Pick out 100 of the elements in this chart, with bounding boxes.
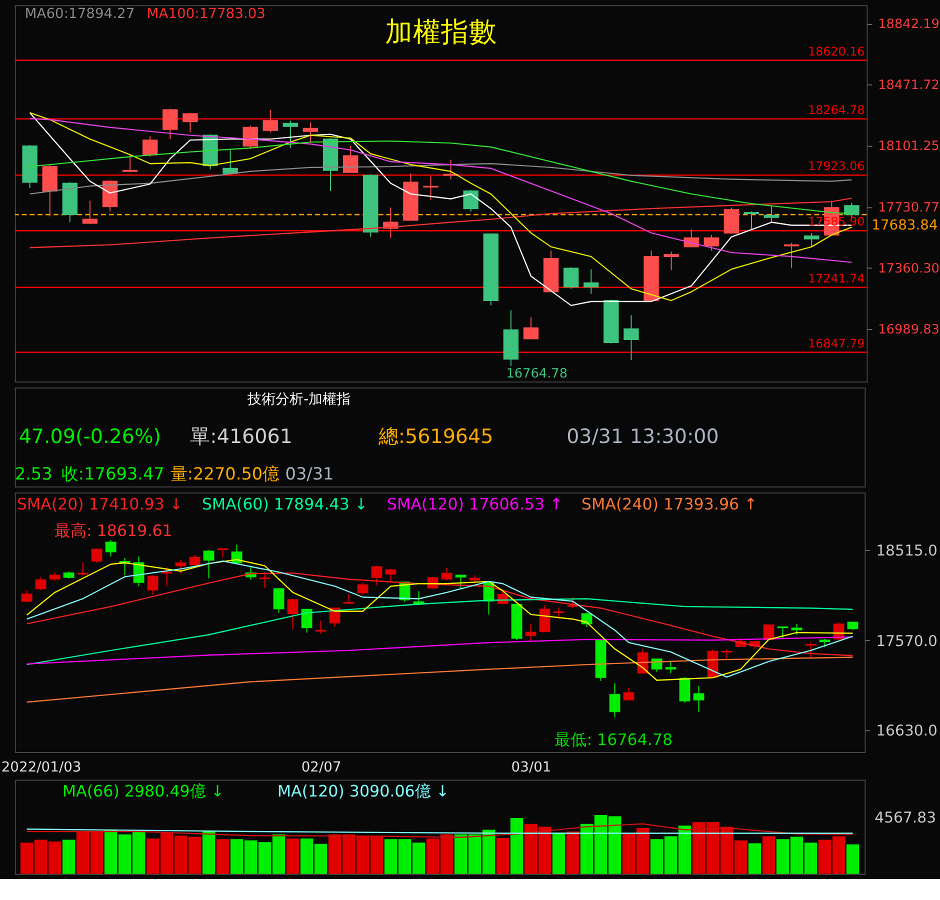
chart-title: 技術分析-加權指 [246,391,351,408]
x-tick-label: 03/01 [511,759,552,776]
series-label: MA(120) 3090.06億 ↓ [277,782,450,801]
candlestick [679,676,690,704]
candlestick [805,642,816,658]
candlestick [609,682,620,718]
candlestick [539,604,550,632]
y-tick-label: 17730.77 [878,200,940,216]
candlestick [463,189,478,212]
candlestick [664,251,679,271]
bar [62,840,76,874]
candlestick [287,598,298,630]
candlestick [804,232,820,248]
candlestick [443,159,458,180]
text: MA60:17894.27 [24,6,135,22]
text: 量:2270.50億 [170,464,280,484]
y-tick-label: 18515.0 [876,542,938,560]
text: SMA(60) 17894.43 ↓ [202,494,368,514]
ref-line-label: 18264.78 [808,102,865,117]
bar [202,830,216,874]
line-series [26,636,854,665]
candlestick [567,596,578,609]
candlestick [77,562,88,576]
candlestick [523,316,539,340]
candlestick [693,685,704,713]
candlestick [122,154,138,173]
bar [286,838,300,874]
candlestick [142,136,158,158]
y-tick-label: 17570.0 [876,632,938,650]
text: 47.09(-0.26%) [18,424,161,448]
candlestick [777,626,788,638]
bar [748,843,762,874]
bar [552,832,566,874]
candlestick [624,314,639,361]
candlestick [302,122,318,143]
line-series [26,656,854,703]
text: SMA(20) 17410.93 ↓ [16,494,183,514]
ref-line-label: 17923.06 [808,159,865,174]
candlestick [105,540,116,557]
candlestick [721,648,732,660]
candlestick [385,568,396,582]
candlestick [441,567,452,580]
candlestick [259,572,270,588]
candlestick [784,242,800,269]
candlestick [455,574,466,590]
candlestick [203,550,214,579]
bar [566,831,580,874]
x-tick-label: 02/07 [301,759,342,776]
candlestick [744,211,760,231]
candlestick [563,266,579,290]
ref-line-label: 17241.74 [808,271,865,286]
bar [496,838,510,874]
candlestick [315,620,326,634]
candlestick [91,548,102,564]
annotation: 16764.78 [506,366,568,382]
candlestick [262,109,278,133]
candlestick [242,124,258,150]
y-tick-label: 17360.30 [878,261,940,276]
candlestick [342,146,358,173]
bar [762,836,776,874]
text: 總:5619645 [377,424,494,448]
y-tick-label: 18471.72 [878,78,940,94]
candlestick [553,607,564,620]
candlestick [21,589,32,602]
candlestick [844,202,860,218]
candlestick [371,565,382,586]
candlestick [525,623,536,642]
line-series [26,572,854,656]
candlestick [222,149,238,175]
candlestick [704,234,719,252]
candlestick [623,688,634,700]
candlestick [584,268,599,294]
candlestick [282,120,298,148]
text: 2.53 [14,464,52,484]
candlestick [182,112,198,133]
y-tick-label: 18101.25 [878,139,940,154]
candlestick [423,176,438,200]
y-tick-label: 16630.0 [876,722,938,740]
text: 4567.83 [874,808,936,826]
ref-line-label: 18620.16 [808,44,865,58]
chart-title: 加權指數 [384,14,497,48]
candlestick [161,566,172,587]
x-tick-label: 2022/01/03 [1,759,82,776]
ref-line-label: 16847.79 [808,336,865,350]
text: 03/31 13:30:00 [566,424,719,448]
text: 單:416061 [190,424,292,448]
candlestick [273,587,284,614]
candlestick [82,200,98,225]
candlestick [147,574,158,596]
annotation: 最高: 18619.61 [54,521,172,540]
candlestick [357,582,368,596]
bar [216,839,230,874]
candlestick [764,205,780,223]
text: 03/31 [285,464,334,484]
candlestick [162,108,178,140]
y-tick-label: 16989.83 [878,322,940,338]
candlestick [35,576,46,590]
text: SMA(120) 17606.53 ↑ [386,494,563,514]
candlestick [175,559,186,574]
text: MA100:17783.03 [146,6,266,22]
